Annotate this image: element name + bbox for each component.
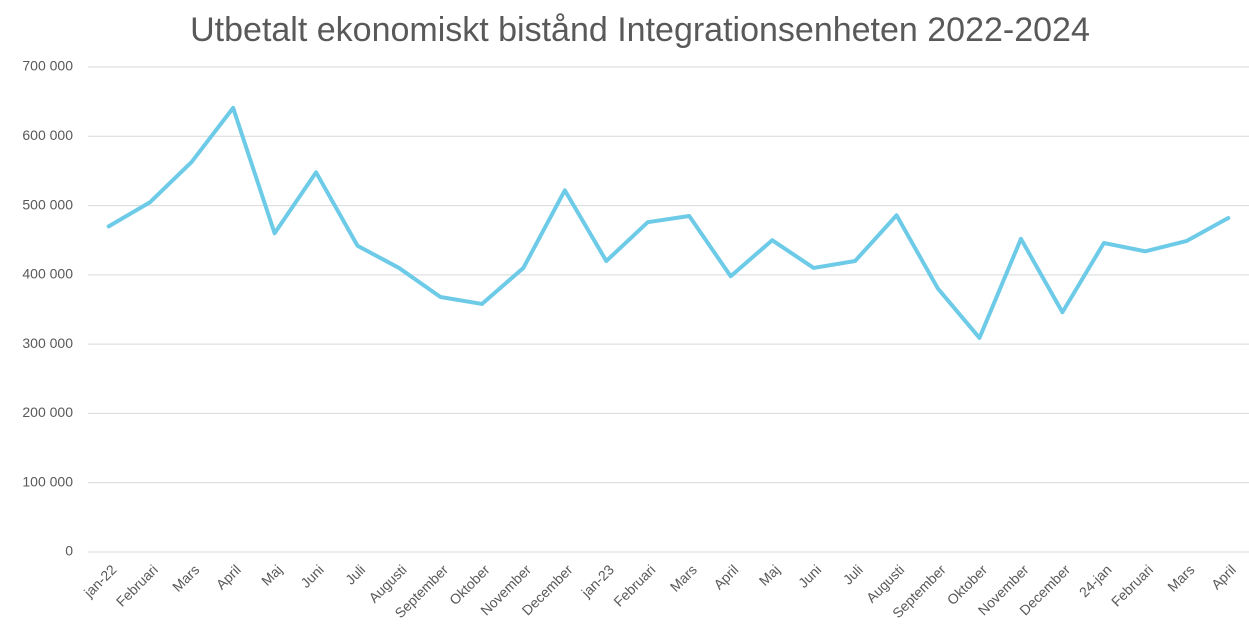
- chart-title: Utbetalt ekonomiskt bistånd Integrations…: [190, 11, 1090, 49]
- y-tick-label: 700 000: [22, 58, 73, 74]
- y-tick-label: 300 000: [22, 335, 73, 351]
- x-tick-label: 24-jan: [1076, 561, 1115, 600]
- x-tick-label: Februari: [610, 561, 658, 609]
- x-tick-label: Mars: [1164, 561, 1197, 594]
- x-tick-label: April: [710, 561, 741, 592]
- x-tick-label: jan-22: [80, 561, 120, 601]
- data-line: [106, 105, 1231, 340]
- y-tick-label: 100 000: [22, 473, 73, 489]
- y-tick-label: 500 000: [22, 196, 73, 212]
- y-tick-label: 0: [65, 543, 73, 559]
- x-tick-label: Juni: [297, 561, 326, 590]
- x-tick-label: Mars: [667, 561, 700, 594]
- x-tick-label: April: [213, 561, 244, 592]
- x-tick-label: Juli: [342, 561, 368, 587]
- x-tick-label: Februari: [113, 561, 161, 609]
- y-tick-label: 600 000: [22, 127, 73, 143]
- x-tick-label: Februari: [1108, 561, 1156, 609]
- x-tick-label: jan-23: [578, 561, 618, 601]
- x-tick-label: Juli: [840, 561, 866, 587]
- y-tick-label: 400 000: [22, 266, 73, 282]
- x-tick-label: Juni: [795, 561, 824, 590]
- y-tick-label: 200 000: [22, 404, 73, 420]
- x-tick-label: Mars: [169, 561, 202, 594]
- x-tick-label: Maj: [258, 561, 285, 588]
- x-tick-label: April: [1208, 561, 1239, 592]
- x-tick-label: Maj: [756, 561, 783, 588]
